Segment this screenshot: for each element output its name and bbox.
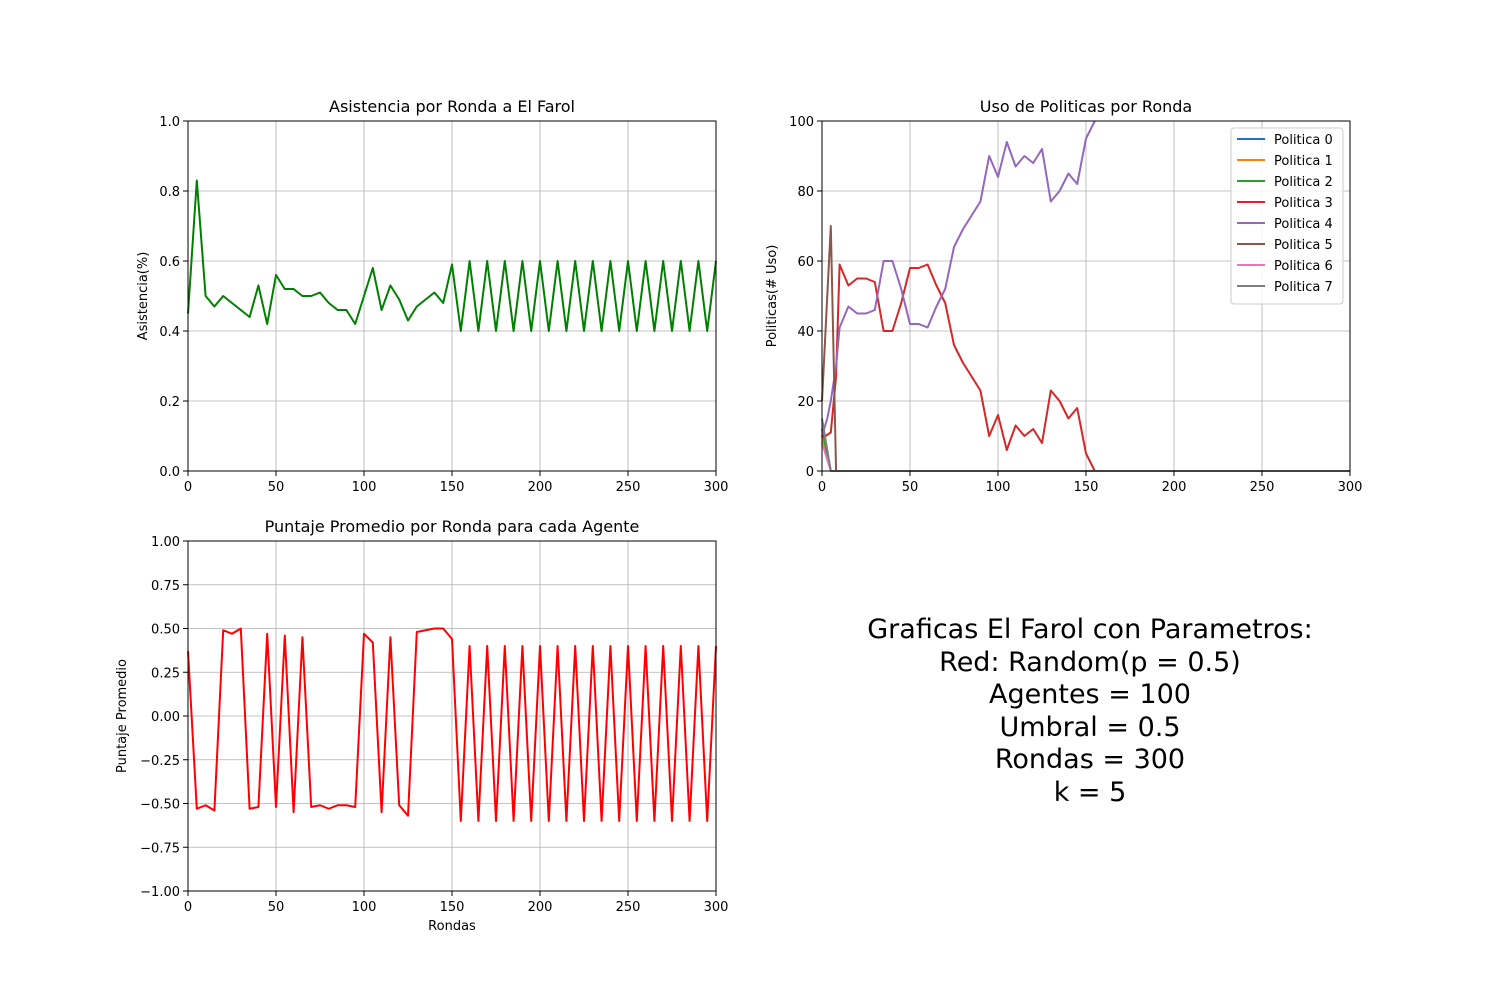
legend-entry: Politica 7 bbox=[1274, 280, 1333, 295]
y-tick-label: 0.00 bbox=[151, 710, 180, 725]
x-tick-label: 100 bbox=[986, 480, 1011, 495]
x-tick-label: 300 bbox=[704, 480, 729, 495]
x-tick-label: 0 bbox=[184, 900, 192, 915]
chart-puntaje-promedio: 0 50 100 150 200 250 300 −1.00 −0.75 −0.50 −0.25 0.… bbox=[115, 517, 728, 934]
chart-uso-politicas: 0 50 100 150 200 250 300 0 20 40 60 80 100 Uso de Pol… bbox=[765, 97, 1362, 495]
legend-entry: Politica 5 bbox=[1274, 238, 1333, 253]
y-tick-label: 80 bbox=[797, 185, 814, 200]
parameters-text-block: Graficas El Farol con Parametros: Red: R… bbox=[790, 614, 1390, 809]
y-tick-label: 1.00 bbox=[151, 535, 180, 550]
x-tick-label: 150 bbox=[1074, 480, 1099, 495]
legend: Politica 0 Politica 1 Politica 2 Politica 3… bbox=[1230, 127, 1344, 305]
legend-entry: Politica 1 bbox=[1274, 154, 1333, 169]
parameters-line: Agentes = 100 bbox=[989, 679, 1191, 710]
y-tick-label: 0.75 bbox=[151, 579, 180, 594]
series-line-4 bbox=[821, 120, 1096, 437]
x-tick-label: 200 bbox=[1162, 480, 1187, 495]
y-tick-label: 0 bbox=[806, 465, 814, 480]
x-tick-label: 250 bbox=[616, 900, 641, 915]
x-tick-label: 0 bbox=[818, 480, 826, 495]
x-tick-label: 300 bbox=[1338, 480, 1363, 495]
x-tick-label: 250 bbox=[616, 480, 641, 495]
y-tick-label: 0.8 bbox=[159, 185, 180, 200]
y-axis-label: Politicas(# Uso) bbox=[765, 245, 780, 348]
y-tick-label: −0.75 bbox=[140, 841, 180, 856]
y-tick-label: −0.25 bbox=[140, 754, 180, 769]
y-tick-label: 100 bbox=[789, 115, 814, 130]
y-tick-label: 0.50 bbox=[151, 623, 180, 638]
y-tick-label: 40 bbox=[797, 325, 814, 340]
x-tick-label: 50 bbox=[268, 900, 285, 915]
parameters-line: Rondas = 300 bbox=[994, 744, 1186, 775]
x-tick-label: 250 bbox=[1250, 480, 1275, 495]
series-line-0 bbox=[187, 627, 717, 822]
legend-entry: Politica 2 bbox=[1274, 175, 1333, 190]
legend-entry: Politica 6 bbox=[1274, 259, 1333, 274]
x-tick-label: 100 bbox=[352, 480, 377, 495]
parameters-line: Graficas El Farol con Parametros: bbox=[867, 614, 1313, 645]
x-axis-label: Rondas bbox=[428, 919, 476, 934]
y-tick-label: −0.50 bbox=[140, 798, 180, 813]
y-tick-label: 60 bbox=[797, 255, 814, 270]
y-tick-label: 0.6 bbox=[159, 255, 180, 270]
x-tick-label: 200 bbox=[528, 480, 553, 495]
x-tick-label: 100 bbox=[352, 900, 377, 915]
x-tick-label: 0 bbox=[184, 480, 192, 495]
legend-box bbox=[1230, 127, 1344, 305]
parameters-line: Red: Random(p = 0.5) bbox=[939, 646, 1241, 678]
legend-entry: Politica 0 bbox=[1274, 133, 1333, 148]
x-tick-label: 50 bbox=[268, 480, 285, 495]
legend-entry: Politica 4 bbox=[1274, 217, 1333, 232]
series-line-3 bbox=[822, 263, 1350, 472]
y-tick-label: 0.25 bbox=[151, 666, 180, 681]
x-tick-label: 150 bbox=[440, 480, 465, 495]
x-tick-label: 200 bbox=[528, 900, 553, 915]
chart-title: Puntaje Promedio por Ronda para cada Age… bbox=[265, 517, 640, 536]
chart-asistencia: 0 50 100 150 200 250 300 0.0 0.2 0.4 0.6 0.8 1.0 Asis… bbox=[136, 97, 728, 495]
y-tick-label: 0.0 bbox=[159, 465, 180, 480]
legend-entry: Politica 3 bbox=[1274, 196, 1333, 211]
x-tick-label: 300 bbox=[704, 900, 729, 915]
x-tick-label: 50 bbox=[902, 480, 919, 495]
y-axis-label: Asistencia(%) bbox=[136, 252, 151, 341]
y-tick-label: 0.2 bbox=[159, 395, 180, 410]
y-tick-label: −1.00 bbox=[140, 885, 180, 900]
chart-title: Asistencia por Ronda a El Farol bbox=[329, 97, 575, 116]
y-tick-label: 20 bbox=[797, 395, 814, 410]
y-tick-label: 0.4 bbox=[159, 325, 180, 340]
chart-title: Uso de Politicas por Ronda bbox=[980, 97, 1192, 116]
parameters-line: k = 5 bbox=[1053, 776, 1127, 808]
parameters-line: Umbral = 0.5 bbox=[999, 711, 1181, 743]
series-line-0 bbox=[187, 179, 717, 332]
x-tick-label: 150 bbox=[440, 900, 465, 915]
y-tick-label: 1.0 bbox=[159, 115, 180, 130]
y-axis-label: Puntaje Promedio bbox=[115, 659, 130, 773]
